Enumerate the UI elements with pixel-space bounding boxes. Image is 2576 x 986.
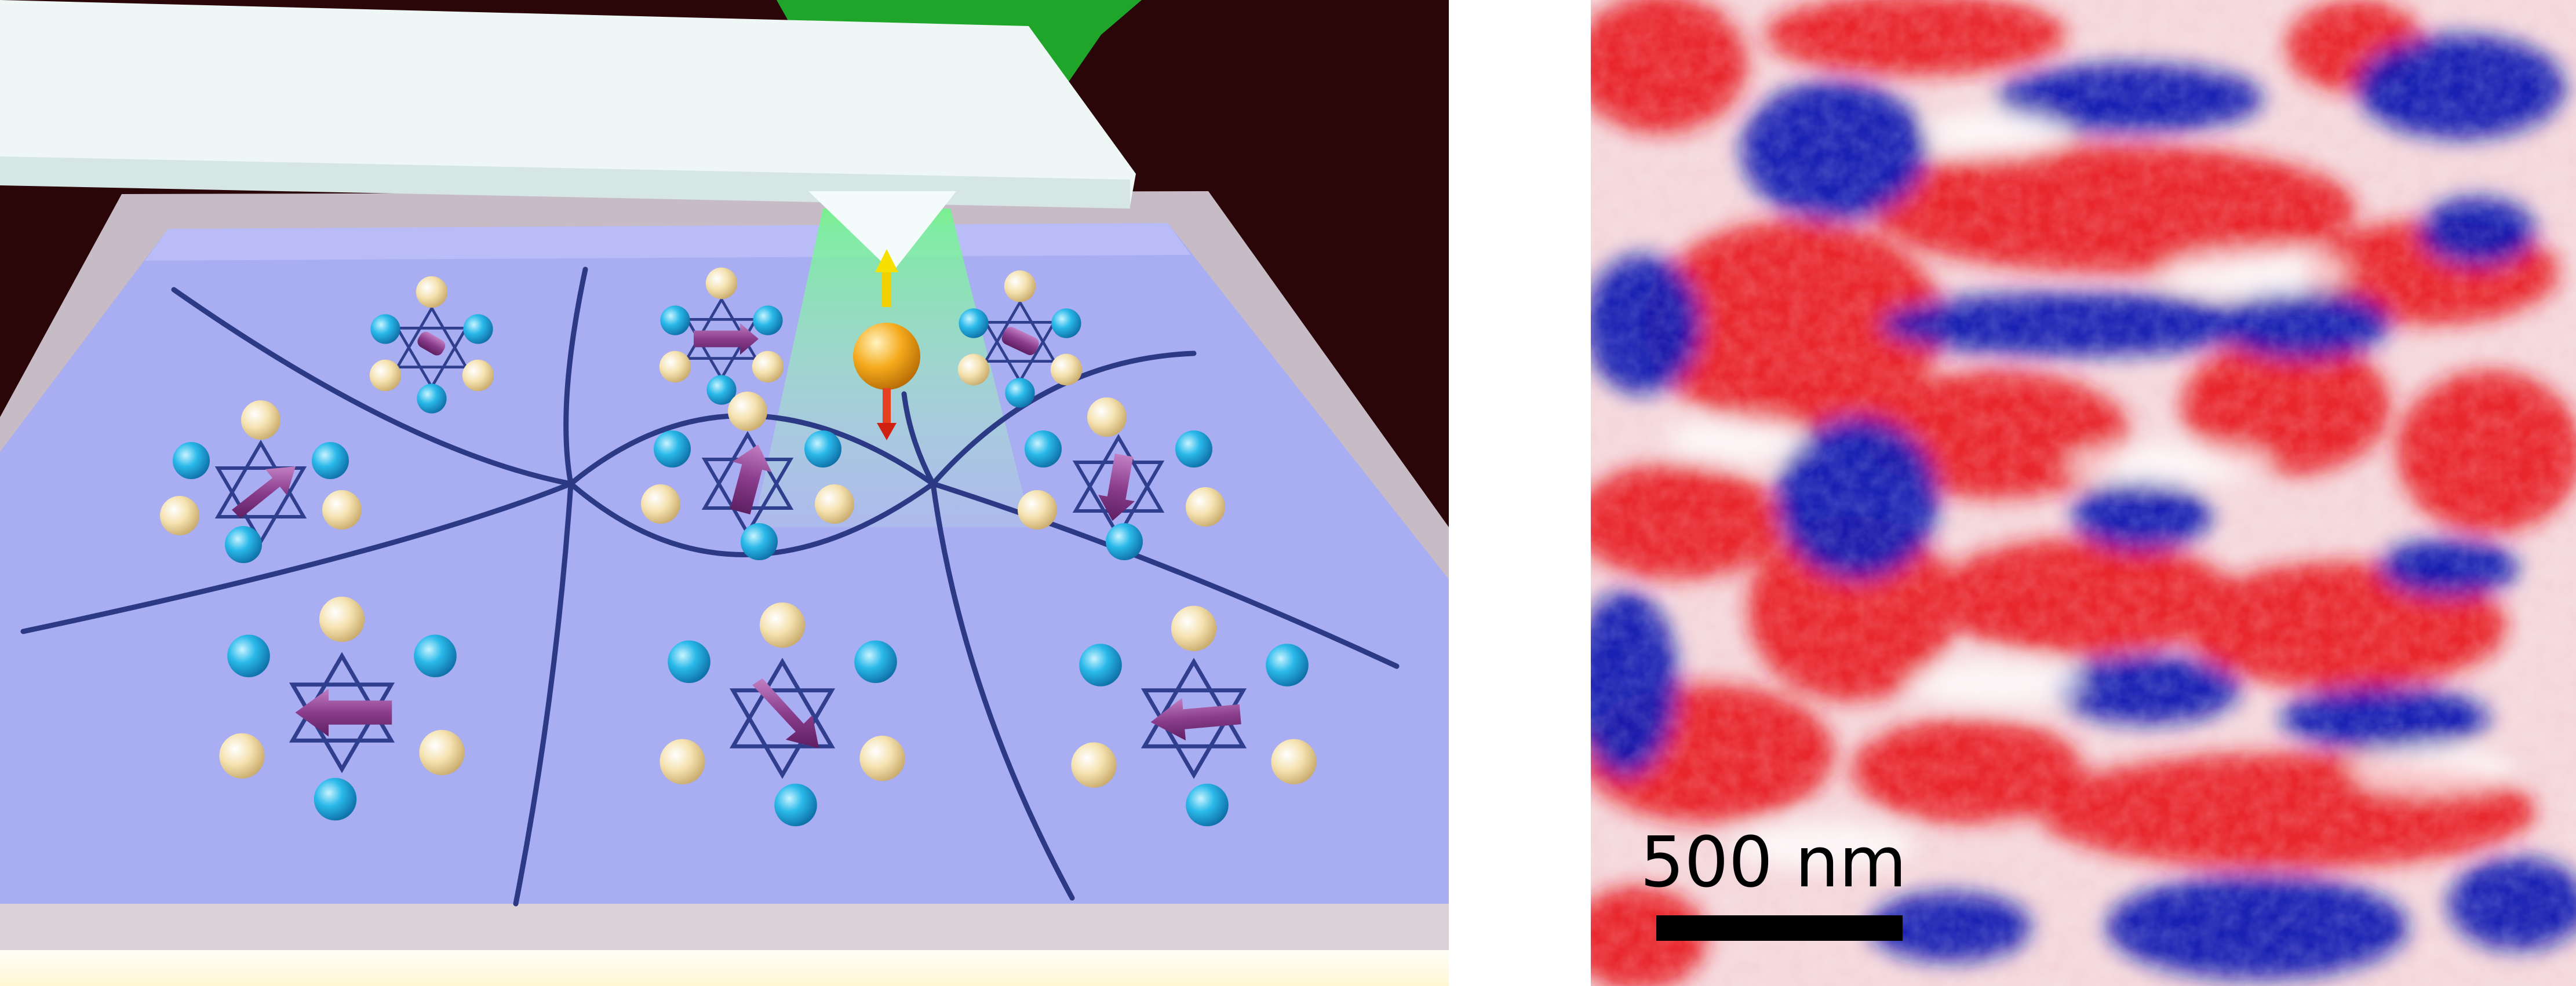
cantilever-tip: [0, 0, 1136, 272]
domain-map: [1591, 0, 2576, 986]
scale-bar: [1656, 915, 1903, 941]
chirality-arrow: [417, 331, 446, 356]
kagome-domain-schematic: [0, 0, 1449, 986]
magnetic-film: [0, 223, 1449, 904]
nv-spin-sensor: [853, 249, 920, 440]
domain-wall-line: [20, 266, 1400, 907]
kagome-spin-lattice: [160, 267, 1317, 827]
scale-bar-label: 500 nm: [1640, 823, 1907, 903]
